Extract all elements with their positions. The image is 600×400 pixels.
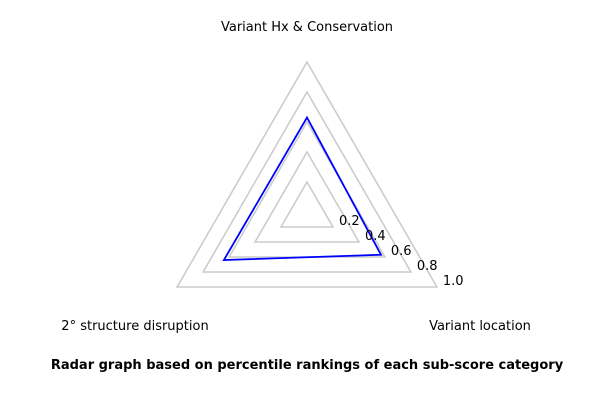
tick-label-1: 0.4 <box>365 229 386 244</box>
chart-caption: Radar graph based on percentile rankings… <box>50 358 564 373</box>
grid-ring-1 <box>253 150 361 243</box>
radar-tick-labels: 0.2 0.4 0.6 0.8 1.0 <box>339 214 464 289</box>
axis-label-variant-location: Variant location <box>429 319 531 334</box>
grid-ring-2 <box>227 120 387 258</box>
grid-ring-0 <box>279 180 335 228</box>
series-line-0 <box>222 115 383 261</box>
tick-label-3: 0.8 <box>417 259 438 274</box>
axis-label-variant-hx-conservation: Variant Hx & Conservation <box>221 20 393 35</box>
grid-ring-4 <box>175 60 439 288</box>
grid-ring-3 <box>201 90 413 273</box>
tick-label-4: 1.0 <box>443 274 464 289</box>
tick-label-2: 0.6 <box>391 244 412 259</box>
axis-label-secondary-structure-disruption: 2° structure disruption <box>61 319 208 334</box>
tick-label-0: 0.2 <box>339 214 360 229</box>
radar-series <box>222 115 383 261</box>
